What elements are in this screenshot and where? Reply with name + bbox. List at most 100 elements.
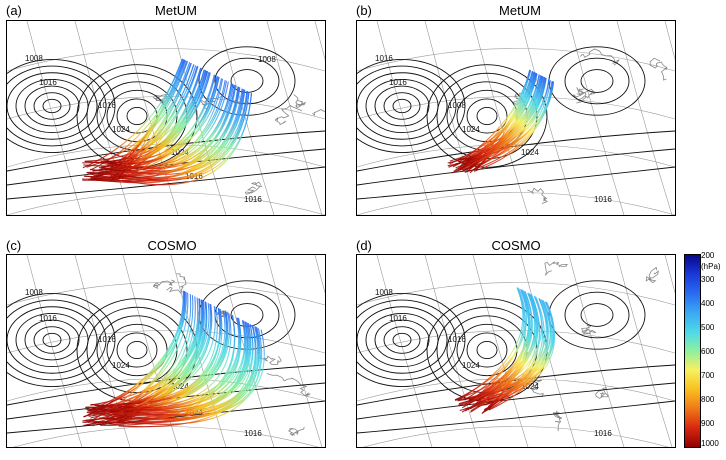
graticule-line [266,21,323,215]
colorbar-tick-label: 500 [701,323,715,332]
isobar [357,130,675,172]
trajectory [87,290,185,423]
graticule-line [376,255,433,447]
trajectory [103,326,260,423]
graticule-line [26,255,83,447]
panel-label: (b) [356,3,372,18]
graticule-line [664,21,675,61]
map-d: 1008 1016 1024 1016 1016 1024 [356,254,676,448]
isobar-label: 1016 [375,54,393,63]
trajectory [483,296,545,413]
isobar-label: 1008 [375,288,393,297]
graticule-line [357,192,675,215]
trajectory [458,69,531,163]
coastline [527,187,548,205]
panel-title: MetUM [155,3,197,18]
isobar [42,98,62,114]
isobar [357,166,675,200]
isobar [7,59,116,153]
graticule-line [74,21,131,215]
trajectory [485,294,540,410]
isobar-label: 1016 [98,335,116,344]
trajectory [120,317,242,411]
isobar [106,323,168,377]
isobar-label: 1016 [389,314,407,323]
coastline [244,181,263,195]
trajectory [461,77,546,166]
isobar [24,85,80,127]
trajectory [475,70,532,171]
coastline [152,94,169,105]
graticule-line [314,21,325,61]
coastline [312,109,325,117]
trajectory [469,293,538,410]
trajectory [114,84,235,178]
colorbar-tick-label: 400 [701,299,715,308]
graticule-line [664,255,675,294]
graticule-line [616,255,673,447]
isobar-label: 1024 [171,148,189,157]
isobar [548,280,646,350]
trajectory [116,295,194,424]
isobar [7,148,325,186]
map-d-svg: 1008 1016 1024 1016 1016 1024 [357,255,675,447]
colorbar-tick-label: 300 [701,275,715,284]
isobar [392,98,412,114]
graticule-line [7,282,325,306]
isobar [7,65,107,147]
trajectory [465,76,544,161]
coastline [166,273,187,294]
isobar [392,332,412,348]
isobar [357,148,675,186]
colorbar-tick-label: 700 [701,371,715,380]
isobar [126,340,148,359]
colorbar-tick-label: 200 [701,251,715,260]
isobar [7,72,98,140]
isobar [96,315,178,385]
trajectory [451,77,547,174]
panel-label: (c) [6,238,22,253]
trajectory [110,76,220,165]
trajectory [474,298,549,405]
isobar [466,332,508,368]
trajectory [92,71,209,172]
panel-title: COSMO [147,238,197,253]
trajectory [458,296,543,407]
isobar [357,400,675,434]
map-c: 1008 1016 1024 1016 1016 1024 1024 [6,254,326,448]
trajectory [90,76,219,180]
isobar-label: 1024 [462,361,480,370]
isobar [7,306,98,374]
isobar-label: 1008 [25,288,43,297]
isobar [230,69,264,93]
isobar [357,364,675,406]
isobar-label: 1024 [112,361,130,370]
trajectory [470,292,536,413]
isobar [357,72,448,140]
pressure-colorbar [684,254,701,448]
panel-label: (d) [356,238,372,253]
map-b: 1016 1008 1024 1016 1016 1024 [356,20,676,216]
isobar-label: 1016 [244,195,262,204]
isobar [33,326,71,354]
trajectory [88,85,237,182]
isobar-label: 1024 [521,382,539,391]
graticule-line [616,21,673,215]
graticule-line [7,192,325,215]
isobar [126,106,148,125]
trajectory [468,289,530,403]
isobar-label: 1024 [521,148,539,157]
isobar-label: 1016 [448,335,466,344]
isobar [476,340,498,359]
graticule-line [314,255,325,294]
trajectory [123,315,236,409]
graticule-line [568,255,625,447]
isobar-label: 1016 [98,101,116,110]
graticule-line [472,21,529,215]
colorbar-tick-label: 800 [701,395,715,404]
coastline [530,379,544,398]
colorbar-unit: (hPa) [701,262,721,271]
coastline [579,48,620,66]
trajectory [93,320,246,424]
graticule-line [266,255,323,447]
